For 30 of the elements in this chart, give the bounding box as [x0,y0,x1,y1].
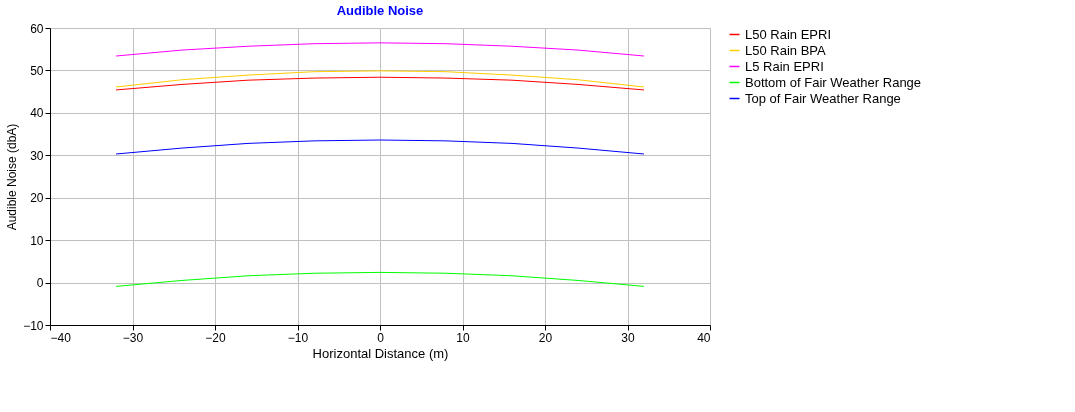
x-tick-label: 0 [377,330,385,345]
x-axis-title: Horizontal Distance (m) [312,345,449,361]
x-tick-label: 10 [456,330,470,345]
y-tick-label: 0 [36,276,44,291]
y-tick-label: 10 [30,233,44,248]
x-tick-label: 30 [621,330,635,345]
y-tick-label: 50 [30,63,44,78]
chart-title: Audible Noise [336,3,424,18]
x-tick-label: 40 [697,330,711,345]
y-tick-label: 30 [30,148,44,163]
line-series [115,271,645,287]
x-tick-label: −30 [122,330,144,345]
line-series [115,42,645,57]
y-tick-label: 20 [30,191,44,206]
legend-label: L5 Rain EPRI [745,58,824,74]
legend-label: Top of Fair Weather Range [745,90,901,106]
legend-label: L50 Rain EPRI [745,26,831,42]
line-series [115,139,645,155]
x-tick-label: −10 [287,330,309,345]
y-tick-label: −10 [23,318,44,333]
line-series [115,70,645,88]
y-tick-label: 40 [30,106,44,121]
y-axis-title: Audible Noise (dbA) [5,123,20,231]
legend-label: Bottom of Fair Weather Range [745,74,922,90]
x-tick-label: 20 [538,330,553,345]
x-tick-label: −20 [205,330,226,345]
legend-label: L50 Rain BPA [745,42,827,58]
y-tick-label: 60 [30,21,44,36]
x-tick-label: −40 [50,330,72,345]
line-series [115,76,645,91]
